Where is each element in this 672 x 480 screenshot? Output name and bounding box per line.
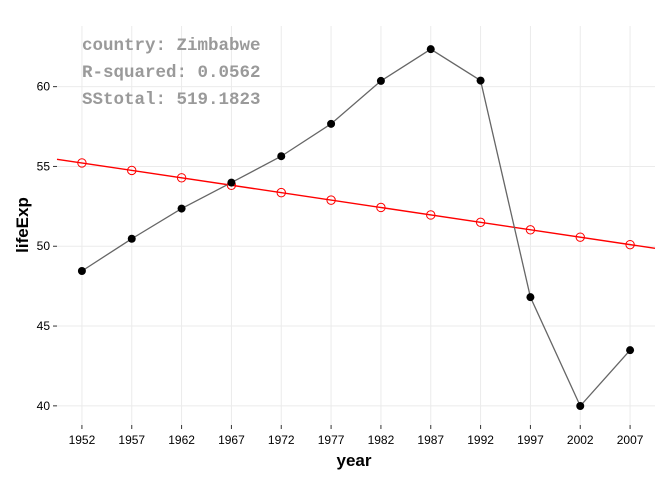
fitted-point [475, 217, 486, 228]
grid [57, 26, 655, 425]
x-tick-label: 1962 [168, 433, 195, 447]
annotations: country: Zimbabwe R-squared: 0.0562 SSto… [82, 36, 261, 110]
y-tick-label: 60 [37, 80, 51, 94]
y-axis-title: lifeExp [13, 197, 32, 253]
annotation-country: country: Zimbabwe [82, 36, 261, 56]
observed-line [81, 48, 631, 408]
observed-point [227, 178, 236, 187]
observed-point [576, 402, 585, 411]
y-axis: 40 45 50 55 60 [37, 80, 57, 413]
observed-point [177, 204, 186, 213]
fitted-point [326, 195, 336, 205]
series-lines [56, 48, 656, 408]
annotation-r-squared: R-squared: 0.0562 [82, 63, 261, 83]
fitted-point [625, 239, 635, 250]
x-tick-label: 2007 [617, 433, 644, 447]
fitted-point [77, 158, 87, 168]
x-tick-label: 1997 [517, 433, 544, 447]
observed-point [327, 119, 336, 128]
x-axis-title: year [337, 451, 372, 470]
observed-point [526, 293, 535, 302]
x-tick-label: 1992 [467, 433, 494, 447]
fitted-point [426, 210, 436, 220]
fitted-point [127, 165, 137, 176]
fitted-point [176, 173, 187, 183]
observed-point [476, 76, 485, 85]
x-tick-label: 1982 [368, 433, 395, 447]
x-axis: 1952 1957 1962 1967 1972 1977 1982 1987 1992 1997… [69, 425, 644, 447]
observed-point [127, 234, 136, 243]
y-tick-label: 50 [37, 239, 51, 253]
x-tick-label: 1952 [69, 433, 96, 447]
series-points [77, 45, 635, 411]
regression-line [56, 158, 656, 250]
fitted-point [276, 187, 286, 198]
fitted-point [376, 202, 386, 213]
y-tick-label: 40 [37, 399, 51, 413]
fitted-point [575, 232, 585, 242]
observed-point [376, 76, 385, 85]
x-tick-label: 1977 [318, 433, 345, 447]
fitted-point [525, 225, 536, 235]
observed-point [626, 346, 635, 355]
observed-point [277, 152, 286, 161]
x-tick-label: 1987 [417, 433, 444, 447]
x-tick-label: 2002 [567, 433, 594, 447]
x-tick-label: 1967 [218, 433, 245, 447]
x-tick-label: 1957 [118, 433, 145, 447]
observed-point [426, 45, 435, 54]
y-tick-label: 55 [37, 159, 51, 173]
x-tick-label: 1972 [268, 433, 295, 447]
annotation-sstotal: SStotal: 519.1823 [82, 90, 261, 110]
y-tick-label: 45 [37, 319, 51, 333]
observed-point [77, 266, 86, 275]
